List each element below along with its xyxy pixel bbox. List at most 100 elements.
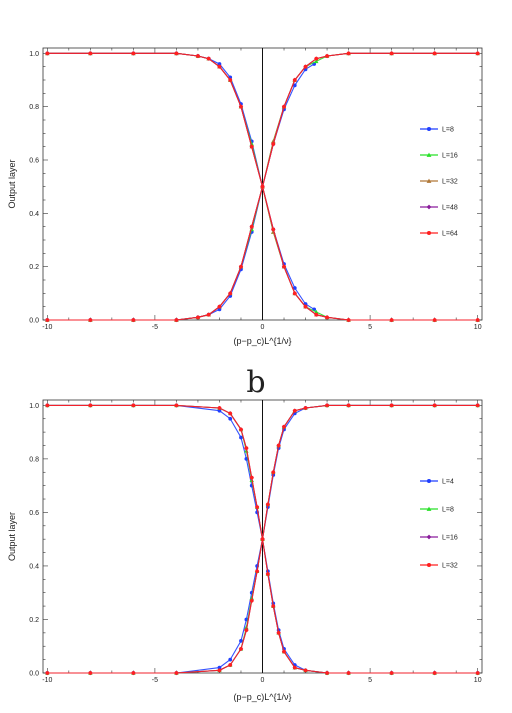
data-point-L=32 [255, 569, 259, 574]
y-tick-label: 0.6 [29, 510, 39, 517]
legend-marker [426, 178, 432, 183]
data-point-L=64 [206, 312, 211, 317]
data-point-L=32 [174, 671, 179, 675]
legend-entry: L=64 [442, 231, 458, 238]
data-point-L=32 [276, 443, 281, 448]
data-point-L=32 [244, 446, 249, 451]
series-line-L=8-ascending [47, 63, 315, 321]
x-axis-label: (p−p_c)L^{1/ν} [233, 336, 291, 346]
data-point-L=4 [217, 665, 222, 670]
y-tick-label: 0.2 [29, 617, 39, 624]
data-point-L=64 [292, 78, 297, 82]
data-point-L=32 [260, 537, 265, 542]
y-axis-label: Output layer [7, 159, 17, 208]
data-point-L=8 [217, 62, 222, 66]
legend-marker [426, 230, 432, 236]
data-point-L=16 [314, 309, 319, 314]
legend-marker [426, 562, 432, 568]
data-point-L=8 [292, 83, 297, 88]
data-point-L=32 [239, 427, 243, 432]
data-point-L=32 [389, 403, 394, 408]
legend-entry: L=48 [442, 205, 458, 212]
y-tick-label: 0.0 [29, 671, 39, 678]
data-point-L=32 [239, 647, 243, 651]
data-point-L=32 [292, 665, 297, 670]
data-point-L=32 [249, 475, 254, 480]
data-point-L=32 [346, 403, 351, 408]
y-tick-label: 0.6 [29, 158, 39, 165]
data-point-L=32 [266, 572, 270, 576]
data-point-L=64 [389, 318, 394, 322]
legend-entry: L=16 [442, 535, 458, 542]
x-tick-label: -10 [42, 677, 52, 684]
y-tick-label: 0.8 [29, 456, 39, 463]
data-point-L=32 [432, 403, 437, 408]
data-point-L=32 [45, 671, 50, 675]
data-point-L=32 [88, 403, 93, 408]
data-point-L=64 [314, 56, 319, 61]
data-point-L=64 [303, 64, 308, 69]
panel-a: -10 -5 0 5 10 0.0 0.2 0.4 0.6 0.8 1.0 Output layer (… [7, 47, 483, 346]
x-tick-label: -5 [152, 324, 158, 331]
data-point-L=64 [217, 64, 222, 69]
data-point-L=64 [389, 51, 394, 56]
y-tick-label: 0.4 [29, 211, 39, 218]
data-point-L=32 [475, 671, 480, 675]
data-point-L=4 [228, 657, 233, 662]
data-point-L=32 [266, 502, 270, 507]
data-point-L=64 [260, 184, 265, 189]
data-point-L=64 [239, 264, 243, 269]
data-point-L=32 [271, 604, 276, 608]
panel-label-b: b [246, 365, 265, 400]
data-point-L=32 [131, 671, 136, 675]
data-point-L=4 [228, 416, 233, 421]
data-point-L=32 [282, 424, 286, 429]
data-point-L=64 [271, 142, 276, 146]
data-point-L=32 [45, 403, 50, 408]
x-axis-label: (p−p_c)L^{1/ν} [233, 692, 291, 702]
legend-entry: L=8 [442, 127, 454, 134]
data-point-L=32 [131, 403, 136, 408]
data-point-L=64 [432, 318, 437, 322]
legend-entry: L=16 [442, 153, 458, 160]
data-point-L=32 [88, 671, 93, 675]
data-point-L=8 [244, 625, 249, 630]
data-point-L=64 [196, 54, 200, 58]
x-tick-label: 0 [261, 677, 265, 684]
data-point-L=64 [174, 318, 179, 322]
data-point-L=64 [174, 51, 179, 56]
y-tick-label: 0.0 [29, 318, 39, 325]
data-point-L=64 [206, 56, 211, 61]
data-point-L=64 [45, 318, 50, 322]
data-point-L=64 [249, 224, 254, 229]
legend-entry: L=32 [442, 563, 458, 570]
legend-marker [426, 506, 432, 511]
data-point-L=8 [292, 286, 297, 290]
y-tick-label: 0.4 [29, 563, 39, 570]
x-tick-label: 0 [261, 324, 265, 331]
x-tick-label: 5 [368, 324, 372, 331]
data-point-L=32 [282, 649, 286, 654]
data-point-L=32 [249, 598, 254, 603]
y-axis-label: Output layer [7, 512, 17, 561]
data-point-L=32 [244, 628, 249, 633]
data-point-L=32 [276, 630, 281, 635]
y-tick-label: 0.8 [29, 104, 39, 111]
data-point-L=32 [325, 403, 329, 408]
data-point-L=32 [303, 406, 308, 410]
data-point-L=32 [292, 408, 297, 413]
data-point-L=4 [239, 639, 243, 643]
data-point-L=16 [314, 59, 319, 64]
data-point-L=32 [432, 671, 437, 675]
x-tick-label: -5 [152, 677, 158, 684]
data-point-L=64 [282, 104, 286, 109]
x-tick-label: 10 [474, 324, 482, 331]
data-point-L=64 [282, 264, 286, 269]
data-point-L=4 [239, 435, 243, 440]
data-point-L=32 [217, 406, 222, 410]
data-point-L=32 [255, 505, 259, 509]
data-point-L=64 [303, 304, 308, 309]
data-point-L=64 [131, 51, 136, 56]
data-point-L=64 [131, 318, 136, 322]
y-tick-label: 0.2 [29, 264, 39, 271]
